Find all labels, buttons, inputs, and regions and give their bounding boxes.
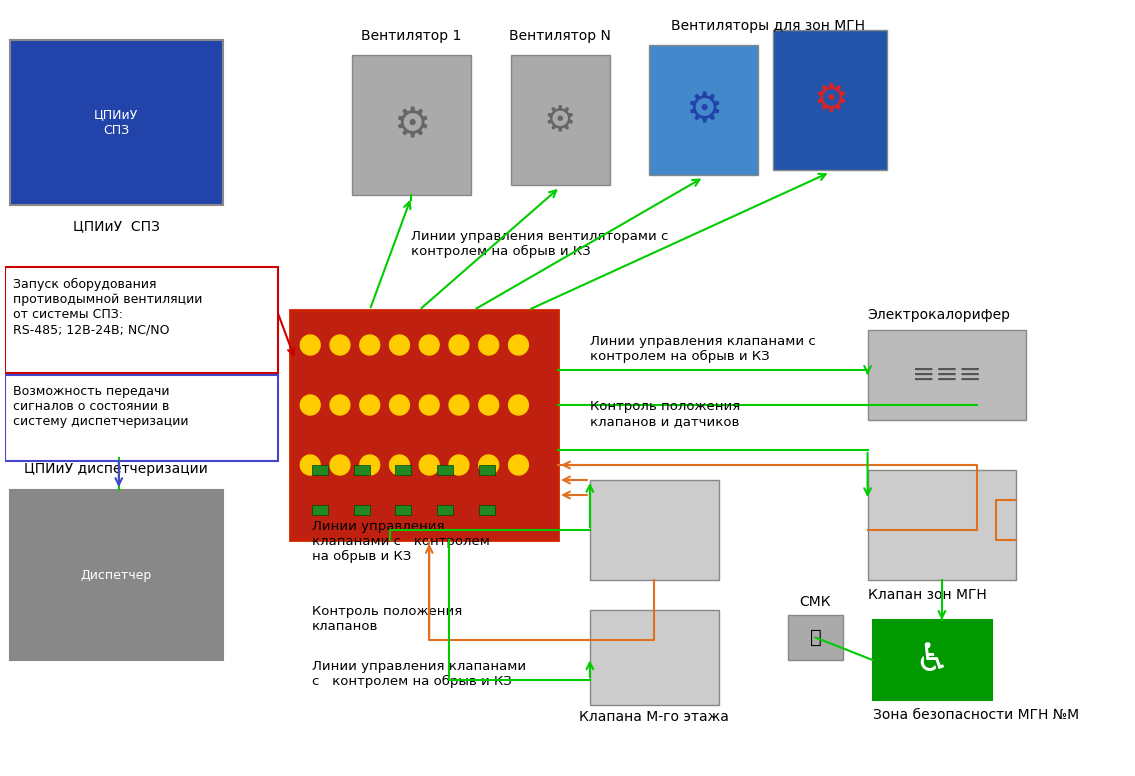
FancyBboxPatch shape <box>479 505 495 515</box>
FancyBboxPatch shape <box>649 45 758 175</box>
Text: ЦПИиУ диспетчеризации: ЦПИиУ диспетчеризации <box>24 462 208 476</box>
Text: Зона безопасности МГН №М: Зона безопасности МГН №М <box>873 708 1078 722</box>
Text: Клапан зон МГН: Клапан зон МГН <box>867 588 986 602</box>
Circle shape <box>301 455 320 475</box>
Circle shape <box>508 455 529 475</box>
FancyBboxPatch shape <box>867 330 1026 420</box>
FancyBboxPatch shape <box>352 55 471 195</box>
Circle shape <box>479 455 498 475</box>
FancyBboxPatch shape <box>312 465 328 475</box>
Circle shape <box>301 335 320 355</box>
Circle shape <box>419 335 439 355</box>
Text: ⚙: ⚙ <box>393 104 430 146</box>
Text: 📷: 📷 <box>809 628 822 647</box>
Circle shape <box>360 455 379 475</box>
Text: ЦПИиУ
СПЗ: ЦПИиУ СПЗ <box>94 109 138 137</box>
FancyBboxPatch shape <box>5 375 278 461</box>
Text: Контроль положения
клапанов: Контроль положения клапанов <box>312 605 462 633</box>
FancyBboxPatch shape <box>867 470 1016 580</box>
Text: ⚙: ⚙ <box>813 81 848 119</box>
Text: Возможность передачи
сигналов о состоянии в
систему диспетчеризации: Возможность передачи сигналов о состояни… <box>12 385 188 428</box>
Text: СМК: СМК <box>800 595 831 609</box>
Circle shape <box>389 335 410 355</box>
Text: Линии управления клапанами
с   контролем на обрыв и КЗ: Линии управления клапанами с контролем н… <box>312 660 527 688</box>
Circle shape <box>360 395 379 415</box>
Circle shape <box>479 395 498 415</box>
FancyBboxPatch shape <box>873 620 992 700</box>
Circle shape <box>449 395 469 415</box>
Circle shape <box>389 395 410 415</box>
Text: Вентилятор 1: Вентилятор 1 <box>361 29 462 43</box>
FancyBboxPatch shape <box>354 465 370 475</box>
FancyBboxPatch shape <box>395 465 411 475</box>
Circle shape <box>419 455 439 475</box>
Circle shape <box>449 455 469 475</box>
FancyBboxPatch shape <box>590 480 718 580</box>
FancyBboxPatch shape <box>10 490 222 660</box>
Circle shape <box>360 335 379 355</box>
Circle shape <box>389 455 410 475</box>
Text: ≡≡≡: ≡≡≡ <box>913 361 982 389</box>
Text: Линии управления
клапанами с   контролем
на обрыв и КЗ: Линии управления клапанами с контролем н… <box>312 520 490 563</box>
Circle shape <box>508 395 529 415</box>
FancyBboxPatch shape <box>5 267 278 373</box>
FancyBboxPatch shape <box>437 465 453 475</box>
Text: Контроль положения
клапанов и датчиков: Контроль положения клапанов и датчиков <box>590 400 740 428</box>
Circle shape <box>330 395 350 415</box>
FancyBboxPatch shape <box>590 610 718 705</box>
Text: ЦПИиУ  СПЗ: ЦПИиУ СПЗ <box>73 219 160 233</box>
FancyBboxPatch shape <box>395 505 411 515</box>
Circle shape <box>419 395 439 415</box>
FancyBboxPatch shape <box>291 310 558 540</box>
Text: Вентилятор N: Вентилятор N <box>510 29 611 43</box>
FancyBboxPatch shape <box>773 30 888 170</box>
Circle shape <box>508 335 529 355</box>
FancyBboxPatch shape <box>479 465 495 475</box>
Circle shape <box>479 335 498 355</box>
Text: ⚙: ⚙ <box>686 89 723 131</box>
Text: Линии управления вентиляторами с
контролем на обрыв и КЗ: Линии управления вентиляторами с контрол… <box>411 230 669 258</box>
Circle shape <box>330 455 350 475</box>
Text: Линии управления клапанами с
контролем на обрыв и КЗ: Линии управления клапанами с контролем н… <box>590 335 816 363</box>
FancyBboxPatch shape <box>354 505 370 515</box>
Text: Запуск оборудования
противодымной вентиляции
от системы СПЗ:
RS-485; 12В-24В; NC: Запуск оборудования противодымной вентил… <box>12 278 202 336</box>
Text: Электрокалорифер: Электрокалорифер <box>867 308 1010 322</box>
Circle shape <box>449 335 469 355</box>
FancyBboxPatch shape <box>437 505 453 515</box>
FancyBboxPatch shape <box>312 505 328 515</box>
Text: Вентиляторы для зон МГН: Вентиляторы для зон МГН <box>672 19 865 33</box>
FancyBboxPatch shape <box>10 40 222 205</box>
Circle shape <box>330 335 350 355</box>
Circle shape <box>301 395 320 415</box>
Text: Диспетчер: Диспетчер <box>81 569 152 581</box>
Text: Клапана М-го этажа: Клапана М-го этажа <box>579 710 730 724</box>
FancyBboxPatch shape <box>511 55 609 185</box>
FancyBboxPatch shape <box>788 615 843 660</box>
Text: ⚙: ⚙ <box>544 103 577 137</box>
Text: ♿: ♿ <box>915 641 950 679</box>
